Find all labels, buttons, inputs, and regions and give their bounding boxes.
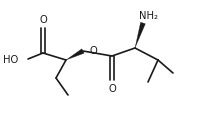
Text: HO: HO [3, 55, 18, 65]
Polygon shape [66, 49, 84, 60]
Text: O: O [108, 84, 116, 94]
Polygon shape [135, 22, 145, 48]
Text: O: O [90, 46, 98, 56]
Text: O: O [39, 15, 47, 25]
Text: NH₂: NH₂ [139, 11, 157, 21]
